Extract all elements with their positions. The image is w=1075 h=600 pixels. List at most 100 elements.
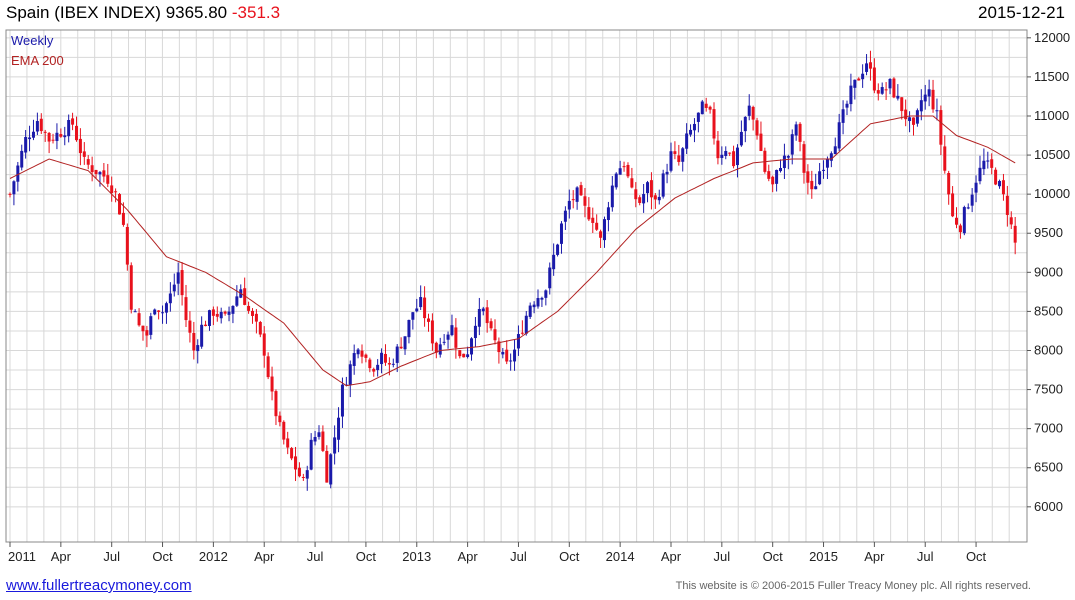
candle-body xyxy=(516,334,520,349)
copyright-text: This website is © 2006-2015 Fuller Treac… xyxy=(675,580,1031,592)
candle-body xyxy=(998,180,1002,187)
candle-body xyxy=(880,87,884,94)
candle-body xyxy=(24,137,28,153)
candle-body xyxy=(806,171,810,183)
candle-body xyxy=(94,169,98,174)
candle-body xyxy=(689,129,693,135)
candle-body xyxy=(509,360,513,362)
candle-body xyxy=(39,118,43,132)
candle-body xyxy=(642,194,646,204)
candle-body xyxy=(43,131,47,133)
candle-body xyxy=(759,133,763,151)
plot-border xyxy=(5,29,1028,543)
candle-body xyxy=(853,79,857,88)
candle-body xyxy=(481,308,485,312)
candle-body xyxy=(133,311,137,313)
candle-body xyxy=(943,146,947,171)
candle-body xyxy=(575,187,579,202)
candle-body xyxy=(204,324,208,327)
candle-body xyxy=(399,346,403,349)
candle-body xyxy=(900,97,904,112)
candle-body xyxy=(485,307,489,324)
candle-body xyxy=(415,308,419,312)
candle-body xyxy=(829,153,833,161)
candle-body xyxy=(153,309,157,315)
instrument-name: Spain (IBEX INDEX) xyxy=(6,3,161,22)
candle-body xyxy=(172,284,176,292)
legend-weekly: Weekly xyxy=(11,33,54,48)
candle-body xyxy=(227,311,231,315)
candle-body xyxy=(157,310,161,312)
x-tick-label: Jul xyxy=(510,549,527,564)
candle-body xyxy=(814,186,818,190)
candle-body xyxy=(223,311,227,314)
candle-body xyxy=(305,470,309,479)
candle-body xyxy=(712,109,716,139)
x-tick-label: 2012 xyxy=(199,549,228,564)
candle-body xyxy=(372,368,376,372)
x-tick-label: Oct xyxy=(356,549,377,564)
x-tick-label: Oct xyxy=(559,549,580,564)
candle-body xyxy=(411,312,415,320)
candle-body xyxy=(270,376,274,392)
candle-body xyxy=(681,148,685,162)
candle-body xyxy=(184,297,188,321)
candle-body xyxy=(419,297,423,308)
candle-body xyxy=(927,89,931,97)
candle-body xyxy=(243,288,247,305)
candle-body xyxy=(685,133,689,149)
candle-body xyxy=(728,152,732,154)
candle-body xyxy=(63,135,67,138)
candle-body xyxy=(872,67,876,91)
y-tick-label: 9500 xyxy=(1034,225,1063,240)
x-tick-label: Apr xyxy=(51,549,72,564)
candle-body xyxy=(599,231,603,238)
candle-body xyxy=(1001,180,1005,195)
x-tick-label: Oct xyxy=(763,549,784,564)
candle-body xyxy=(137,313,141,326)
candle-body xyxy=(149,316,153,335)
price-change: -351.3 xyxy=(231,3,281,22)
candle-body xyxy=(430,320,434,344)
candle-body xyxy=(794,124,798,136)
candle-body xyxy=(974,182,978,193)
candle-body xyxy=(610,185,614,208)
candle-body xyxy=(904,109,908,120)
candle-body xyxy=(947,172,951,195)
candle-body xyxy=(164,303,168,313)
x-tick-label: Oct xyxy=(966,549,987,564)
candle-body xyxy=(779,167,783,172)
y-tick-label: 12000 xyxy=(1034,30,1070,45)
candle-body xyxy=(587,207,591,220)
candles xyxy=(8,50,1017,491)
candle-body xyxy=(571,199,575,201)
x-tick-label: Jul xyxy=(714,549,731,564)
candle-body xyxy=(908,117,912,122)
candle-body xyxy=(931,89,935,110)
candle-body xyxy=(994,169,998,185)
candle-body xyxy=(16,165,20,182)
candle-body xyxy=(528,305,532,317)
y-tick-label: 10000 xyxy=(1034,186,1070,201)
candle-body xyxy=(857,78,861,81)
candle-body xyxy=(180,270,184,296)
chart-title: Spain (IBEX INDEX) 9365.80 -351.3 xyxy=(6,3,280,23)
candle-body xyxy=(540,297,544,300)
candle-body xyxy=(196,345,200,352)
candle-body xyxy=(446,334,450,340)
candle-body xyxy=(755,120,759,136)
candle-body xyxy=(962,207,966,234)
candle-body xyxy=(896,95,900,99)
candle-body xyxy=(649,180,653,198)
candle-body xyxy=(466,354,470,357)
candle-body xyxy=(55,132,59,141)
candle-body xyxy=(618,168,622,175)
y-tick-label: 11000 xyxy=(1034,108,1069,123)
candle-body xyxy=(837,122,841,149)
x-tick-label: Oct xyxy=(152,549,173,564)
site-link[interactable]: www.fullertreacymoney.com xyxy=(6,577,192,594)
candle-body xyxy=(438,344,442,355)
candle-body xyxy=(595,222,599,230)
candle-body xyxy=(520,332,524,334)
